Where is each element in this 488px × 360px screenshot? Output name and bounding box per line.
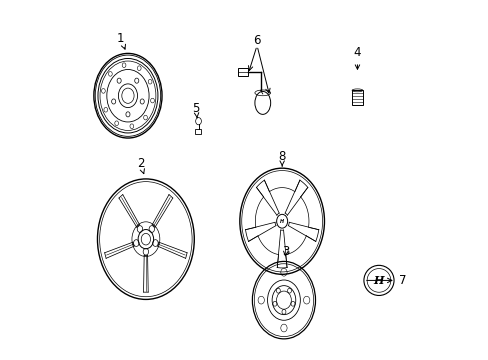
Text: 1: 1 [117, 32, 125, 49]
Text: H: H [280, 219, 284, 224]
Bar [351, 90, 362, 105]
Text: H: H [373, 275, 384, 286]
Text: 4: 4 [353, 46, 361, 69]
Text: 3: 3 [282, 245, 289, 258]
Text: 2: 2 [137, 157, 144, 174]
Bar [238, 68, 247, 76]
Text: 6: 6 [253, 33, 260, 47]
Text: 5: 5 [192, 102, 200, 118]
Text: 7: 7 [366, 274, 405, 287]
Text: 8: 8 [278, 150, 285, 166]
Bar [194, 129, 201, 134]
